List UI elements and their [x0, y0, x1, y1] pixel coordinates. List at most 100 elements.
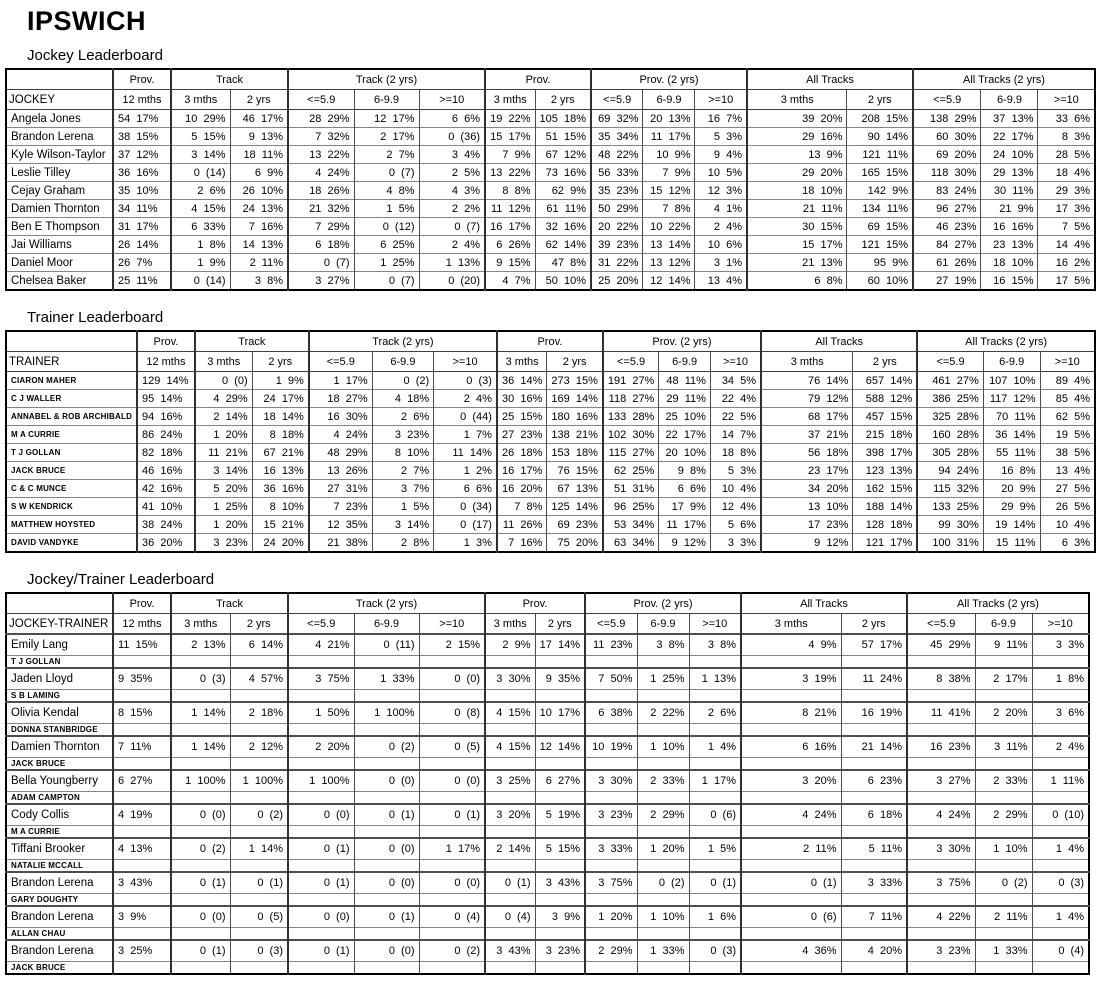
stat-cell: 6 3% — [1039, 533, 1095, 552]
stat-cell: 8 8% — [484, 181, 535, 200]
stat-cell: 0 (44) — [433, 407, 497, 426]
stat-cell: 28 29% — [287, 109, 354, 128]
empty-cell — [534, 961, 585, 974]
empty-cell — [840, 723, 907, 736]
stat-cell: 165 15% — [846, 163, 913, 182]
stat-cell: 0 (2) — [974, 871, 1032, 894]
trainer-name: T J GOLLAN — [5, 443, 138, 462]
empty-cell — [840, 689, 907, 702]
column-header: 2 yrs — [251, 351, 309, 372]
stat-cell: 33 6% — [1037, 109, 1095, 128]
row-name-header: JOCKEY-TRAINER — [5, 613, 113, 635]
stat-cell: 16 13% — [251, 461, 309, 480]
stat-cell: 1 33% — [974, 939, 1032, 962]
stat-cell: 30 11% — [980, 181, 1038, 200]
table-row: Bella Youngberry 6 27% 1 100% 1 100% 1 100% 0… — [5, 769, 1089, 792]
empty-cell — [906, 723, 975, 736]
column-header: 3 mths — [484, 613, 535, 635]
empty-cell — [906, 893, 975, 906]
stat-cell: 5 19% — [534, 803, 585, 826]
empty-cell — [170, 791, 230, 804]
stat-cell: 3 1% — [694, 253, 747, 272]
stat-cell: 1 20% — [584, 905, 637, 928]
stat-cell: 1 33% — [353, 667, 419, 690]
stat-cell: 4 15% — [170, 199, 230, 218]
column-header: >=10 — [694, 89, 747, 110]
stat-cell: 46 23% — [911, 217, 981, 236]
stat-cell: 6 6% — [433, 479, 497, 498]
empty-cell — [636, 927, 689, 940]
stat-cell: 35 34% — [589, 127, 643, 146]
empty-cell — [353, 655, 419, 668]
stat-cell: 18 26% — [287, 181, 354, 200]
empty-cell — [636, 859, 689, 872]
stat-cell: 2 11% — [229, 253, 288, 272]
stat-cell: 35 23% — [589, 181, 643, 200]
stat-cell: 0 (0) — [287, 803, 354, 826]
empty-cell — [484, 927, 535, 940]
stat-cell: 3 7% — [371, 479, 434, 498]
stat-cell: 61 11% — [534, 199, 591, 218]
stat-cell: 32 16% — [534, 217, 591, 236]
stat-cell: 3 25% — [484, 769, 535, 792]
empty-cell — [170, 825, 230, 838]
stat-cell: 0 (4) — [418, 905, 485, 928]
stat-cell: 19 14% — [982, 515, 1041, 534]
pair-trainer-name: ADAM CAMPTON — [5, 791, 113, 804]
stat-cell: 85 4% — [1039, 389, 1095, 408]
stat-cell: 25 11% — [112, 271, 171, 290]
stat-cell: 37 12% — [112, 145, 171, 164]
empty-cell — [418, 757, 485, 770]
empty-cell — [534, 791, 585, 804]
stat-cell: 16 20% — [495, 479, 547, 498]
stat-cell: 4 1% — [694, 199, 747, 218]
stat-cell: 76 15% — [546, 461, 603, 480]
stat-cell: 16 17% — [495, 461, 547, 480]
stat-cell: 25 15% — [495, 407, 547, 426]
stat-cell: 41 10% — [136, 497, 195, 516]
stat-cell: 0 (1) — [170, 939, 230, 962]
stat-cell: 1 4% — [688, 735, 741, 758]
stat-cell: 4 8% — [353, 181, 419, 200]
empty-cell — [170, 723, 230, 736]
stat-cell: 2 17% — [974, 667, 1032, 690]
empty-cell — [1031, 961, 1089, 974]
column-header: 6-9.9 — [371, 351, 434, 372]
stat-cell: 11 15% — [112, 633, 171, 656]
empty-cell — [287, 893, 354, 906]
stat-cell: 79 12% — [760, 389, 853, 408]
stat-cell: 26 10% — [229, 181, 288, 200]
stat-cell: 191 27% — [601, 371, 659, 390]
empty-cell — [974, 791, 1032, 804]
stat-cell: 14 7% — [709, 425, 762, 444]
empty-cell — [353, 859, 419, 872]
stat-cell: 3 4% — [418, 145, 485, 164]
column-group-header: Track — [170, 592, 288, 614]
stat-cell: 398 17% — [852, 443, 918, 462]
empty-cell — [636, 791, 689, 804]
stat-cell: 2 4% — [694, 217, 747, 236]
column-header: >=10 — [433, 351, 497, 372]
empty-cell — [1031, 791, 1089, 804]
stat-cell: 24 10% — [980, 145, 1038, 164]
trainer-leaderboard-heading: Trainer Leaderboard — [27, 309, 164, 326]
empty-cell — [688, 859, 741, 872]
stat-cell: 0 (1) — [287, 939, 354, 962]
stat-cell: 133 25% — [916, 497, 984, 516]
empty-cell — [688, 757, 741, 770]
stat-cell: 1 9% — [170, 253, 230, 272]
stat-cell: 2 6% — [371, 407, 434, 426]
stat-cell: 3 14% — [170, 145, 230, 164]
empty-cell — [688, 655, 741, 668]
stat-cell: 0 (0) — [170, 803, 230, 826]
trainer-sub-row: DONNA STANBRIDGE — [5, 723, 1089, 736]
stat-cell: 14 4% — [1037, 235, 1095, 254]
column-group-header: Prov. — [484, 68, 591, 90]
stat-cell: 0 (3) — [433, 371, 497, 390]
trainer-name: C J WALLER — [5, 389, 138, 408]
pair-trainer-name: S B LAMING — [5, 689, 113, 702]
row-name-header: TRAINER — [5, 351, 138, 372]
stat-cell: 1 33% — [636, 939, 689, 962]
stat-cell: 2 22% — [636, 701, 689, 724]
stat-cell: 0 (5) — [418, 735, 485, 758]
